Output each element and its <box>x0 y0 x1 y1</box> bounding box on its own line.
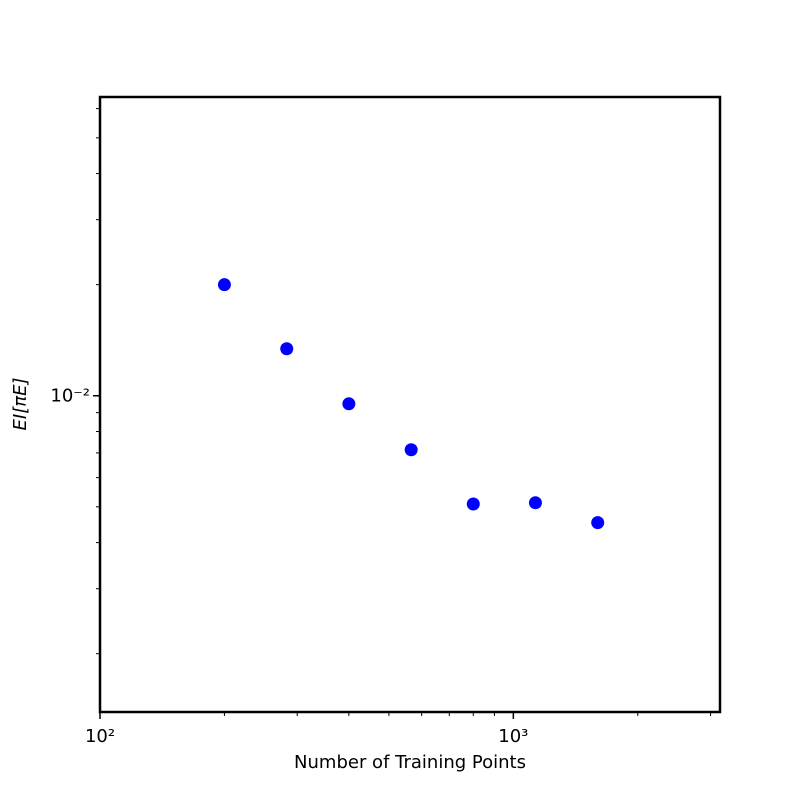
x-tick-label: 10³ <box>498 726 528 747</box>
plot-frame <box>98 95 722 714</box>
data-point <box>528 496 542 510</box>
data-point <box>342 397 356 411</box>
y-tick-label: 10⁻² <box>50 386 90 407</box>
data-point <box>591 516 605 530</box>
data-point <box>280 342 294 356</box>
x-axis-label: Number of Training Points <box>294 752 526 773</box>
data-point <box>466 497 480 511</box>
data-point <box>217 278 231 292</box>
y-axis-label: EI[πE] <box>10 378 31 431</box>
data-point <box>404 443 418 457</box>
x-tick-label: 10² <box>85 726 115 747</box>
